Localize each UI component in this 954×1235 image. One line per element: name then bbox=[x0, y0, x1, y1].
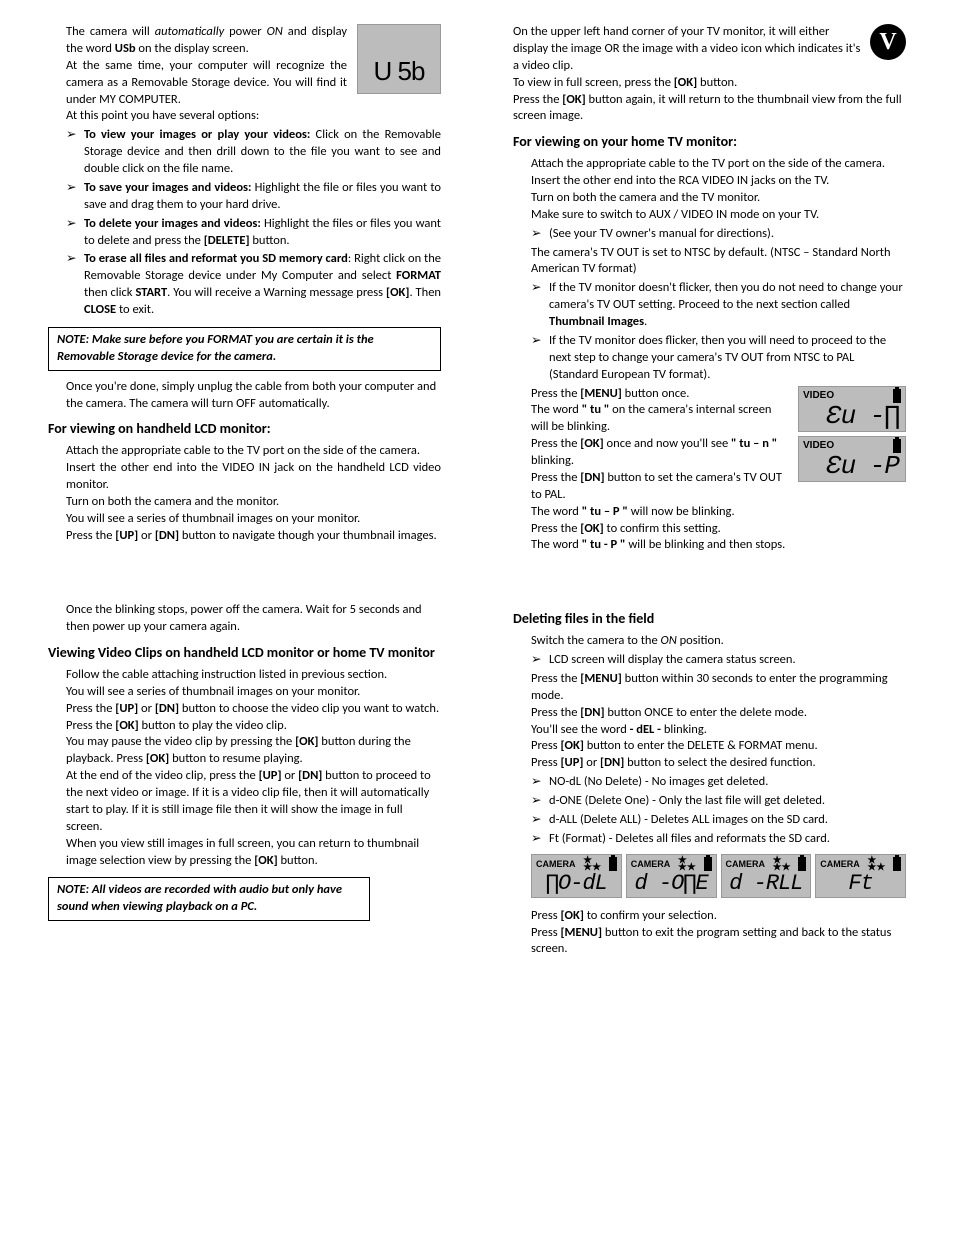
intro-p3: At this point you have several options: bbox=[48, 108, 441, 125]
battery-icon bbox=[893, 389, 901, 403]
tv-manual-li: (See your TV owner's manual for directio… bbox=[549, 226, 906, 243]
done-text: Once you're done, simply unplug the cabl… bbox=[48, 379, 441, 413]
star-icon: ★★★ bbox=[867, 857, 885, 871]
dli3: d-ALL (Delete ALL) - Deletes ALL images … bbox=[549, 812, 906, 829]
col-right-bottom: Deleting files in the field Switch the c… bbox=[513, 602, 906, 958]
d1li: LCD screen will display the camera statu… bbox=[549, 652, 906, 669]
hh1: Attach the appropriate cable to the TV p… bbox=[48, 443, 441, 460]
star-icon: ★★★ bbox=[583, 857, 601, 871]
d5: Press [OK] button to enter the DELETE & … bbox=[513, 738, 906, 755]
v6: At the end of the video clip, press the … bbox=[48, 768, 441, 836]
tv3: Turn on both the camera and the TV monit… bbox=[513, 190, 906, 207]
m5: The word " tu – P " will now be blinking… bbox=[513, 504, 906, 521]
d3: Press the [DN] button ONCE to enter the … bbox=[513, 705, 906, 722]
d2: Press the [MENU] button within 30 second… bbox=[513, 671, 906, 705]
options-list: To view your images or play your videos:… bbox=[48, 127, 441, 319]
hh4: You will see a series of thumbnail image… bbox=[48, 511, 441, 528]
delete-lcd-row: CAMERA★★★ ∏O-dL CAMERA★★★ d -O∏E CAMERA★… bbox=[513, 854, 906, 902]
opt-delete: To delete your images and videos: Highli… bbox=[84, 216, 441, 250]
tv-corner-text: V On the upper left hand corner of your … bbox=[513, 24, 906, 75]
format-note-box: NOTE: Make sure before you FORMAT you ar… bbox=[48, 327, 441, 371]
opt-view: To view your images or play your videos:… bbox=[84, 127, 441, 178]
tv-heading: For viewing on your home TV monitor: bbox=[513, 133, 906, 152]
d4: You'll see the word - dEL - blinking. bbox=[513, 722, 906, 739]
tv-li1: If the TV monitor doesn't flicker, then … bbox=[549, 280, 906, 331]
delete-options-list: NO-dL (No Delete) - No images get delete… bbox=[513, 774, 906, 848]
video-clips-heading: Viewing Video Clips on handheld LCD moni… bbox=[48, 644, 441, 663]
audio-note-box: NOTE: All videos are recorded with audio… bbox=[48, 877, 370, 921]
lcd-nodl: CAMERA★★★ ∏O-dL bbox=[531, 854, 622, 898]
tv1: Attach the appropriate cable to the TV p… bbox=[513, 156, 906, 173]
v5: You may pause the video clip by pressing… bbox=[48, 734, 441, 768]
handheld-heading: For viewing on handheld LCD monitor: bbox=[48, 420, 441, 439]
dli1: NO-dL (No Delete) - No images get delete… bbox=[549, 774, 906, 791]
lcd-tu-n: VIDEO Ɛu -∏ bbox=[798, 386, 906, 432]
tv-flicker-list: If the TV monitor doesn't flicker, then … bbox=[513, 280, 906, 383]
col-left-top: U 5b The camera will automatically power… bbox=[48, 24, 441, 554]
return-p: Press the [OK] button again, it will ret… bbox=[513, 92, 906, 126]
dli4: Ft (Format) - Deletes all files and refo… bbox=[549, 831, 906, 848]
dli2: d-ONE (Delete One) - Only the last file … bbox=[549, 793, 906, 810]
lcd-tu-p: VIDEO Ɛu -P bbox=[798, 436, 906, 482]
star-icon: ★★★ bbox=[773, 857, 791, 871]
usb-seg-text: U 5b bbox=[374, 54, 425, 89]
page-row-top: U 5b The camera will automatically power… bbox=[48, 24, 906, 554]
blink-stop: Once the blinking stops, power off the c… bbox=[48, 602, 441, 636]
battery-icon bbox=[893, 857, 901, 871]
m6: Press the [OK] to confirm this setting. bbox=[513, 521, 906, 538]
lcd-dall: CAMERA★★★ d -RLL bbox=[721, 854, 812, 898]
page-row-bottom: Once the blinking stops, power off the c… bbox=[48, 602, 906, 958]
tv-manual-list: (See your TV owner's manual for directio… bbox=[513, 226, 906, 243]
battery-icon bbox=[798, 857, 806, 871]
hh3: Turn on both the camera and the monitor. bbox=[48, 494, 441, 511]
col-right-top: V On the upper left hand corner of your … bbox=[513, 24, 906, 554]
video-v-icon: V bbox=[870, 24, 906, 60]
lcd-ft: CAMERA★★★ Ft bbox=[815, 854, 906, 898]
lcd-stack: VIDEO Ɛu -∏ VIDEO Ɛu -P bbox=[798, 386, 906, 486]
opt-save: To save your images and videos: Highligh… bbox=[84, 180, 441, 214]
d6: Press [UP] or [DN] button to select the … bbox=[513, 755, 906, 772]
opt-format: To erase all files and reformat you SD m… bbox=[84, 251, 441, 319]
fullscreen-p: To view in full screen, press the [OK] b… bbox=[513, 75, 906, 92]
col-left-bottom: Once the blinking stops, power off the c… bbox=[48, 602, 441, 958]
usb-lcd-image: U 5b bbox=[357, 24, 441, 94]
v4: Press the [OK] button to play the video … bbox=[48, 718, 441, 735]
v7: When you view still images in full scree… bbox=[48, 836, 441, 870]
lcd-done: CAMERA★★★ d -O∏E bbox=[626, 854, 717, 898]
v2: You will see a series of thumbnail image… bbox=[48, 684, 441, 701]
battery-icon bbox=[609, 857, 617, 871]
c1: Press [OK] to confirm your selection. bbox=[513, 908, 906, 925]
v1: Follow the cable attaching instruction l… bbox=[48, 667, 441, 684]
battery-icon bbox=[704, 857, 712, 871]
tv-li2: If the TV monitor does flicker, then you… bbox=[549, 333, 906, 384]
m7: The word " tu - P " will be blinking and… bbox=[513, 537, 906, 554]
v3: Press the [UP] or [DN] button to choose … bbox=[48, 701, 441, 718]
tv2: Insert the other end into the RCA VIDEO … bbox=[513, 173, 906, 190]
star-icon: ★★★ bbox=[678, 857, 696, 871]
c2: Press [MENU] button to exit the program … bbox=[513, 925, 906, 959]
battery-icon bbox=[893, 439, 901, 453]
hh2: Insert the other end into the VIDEO IN j… bbox=[48, 460, 441, 494]
delete-heading: Deleting files in the field bbox=[513, 610, 906, 629]
d1-list: LCD screen will display the camera statu… bbox=[513, 652, 906, 669]
tv5: The camera's TV OUT is set to NTSC by de… bbox=[513, 245, 906, 279]
tv4: Make sure to switch to AUX / VIDEO IN mo… bbox=[513, 207, 906, 224]
hh5: Press the [UP] or [DN] button to navigat… bbox=[48, 528, 441, 545]
d1: Switch the camera to the ON position. bbox=[513, 633, 906, 650]
